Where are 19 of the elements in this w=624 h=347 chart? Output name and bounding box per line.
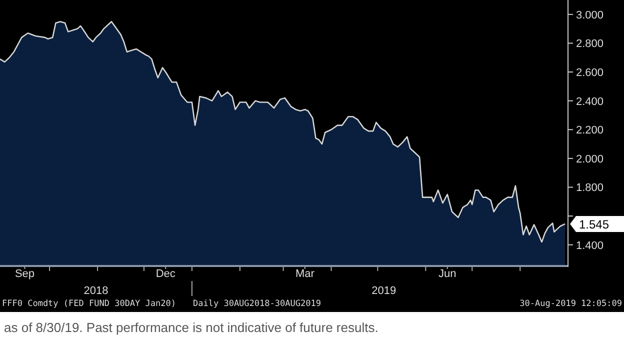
y-tick-label: 2.000: [576, 153, 604, 166]
y-tick-label: 2.400: [576, 96, 604, 108]
text: Daily 30AUG2018-30AUG2019: [193, 299, 321, 309]
x-tick-label: Dec: [156, 268, 176, 280]
text: as of 8/30/19. Past performance is not indicative of future results.: [4, 320, 378, 335]
y-tick-label: 2.800: [576, 38, 604, 50]
x2-tick-label: 2019: [372, 285, 396, 297]
y-tick-label: 2.600: [576, 67, 604, 80]
x-tick-label: Jun: [438, 268, 456, 280]
annotation: 1.545: [579, 217, 610, 232]
y-tick-label: 1.400: [576, 240, 604, 252]
text: 30-Aug-2019 12:05:09: [520, 299, 622, 309]
x-tick-label: Mar: [295, 268, 315, 280]
y-tick-label: 2.200: [576, 124, 604, 137]
y-tick-label: 1.800: [576, 182, 604, 194]
y-tick-label: 3.000: [576, 9, 604, 22]
text: FFF0 Comdty (FED FUND 30DAY Jan20): [2, 299, 176, 309]
x-tick-label: Sep: [14, 268, 35, 280]
x2-tick-label: 2018: [84, 285, 108, 297]
